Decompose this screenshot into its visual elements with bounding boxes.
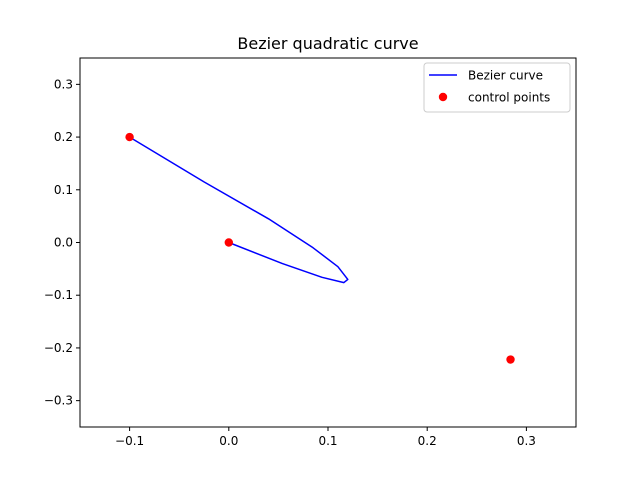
y-tick-label: 0.3 — [54, 77, 73, 91]
x-tick-label: 0.1 — [318, 434, 337, 448]
y-tick-label: 0.2 — [54, 130, 73, 144]
y-tick-label: 0.1 — [54, 183, 73, 197]
bezier-curve-line — [129, 136, 349, 284]
legend-marker-swatch — [438, 92, 448, 102]
legend-label: Bezier curve — [468, 69, 543, 83]
legend-box — [423, 62, 571, 113]
plot-area — [125, 132, 515, 364]
axes-frame — [79, 57, 577, 428]
x-tick-label: 0.3 — [517, 434, 536, 448]
control-point — [506, 355, 515, 364]
chart-title: Bezier quadratic curve — [237, 34, 418, 53]
control-point — [224, 238, 233, 247]
y-tick-label: −0.2 — [44, 341, 73, 355]
x-axis: −0.1 0.0 0.1 0.2 0.3 — [115, 427, 536, 448]
x-tick-label: 0.0 — [219, 434, 238, 448]
x-tick-label: −0.1 — [115, 434, 144, 448]
legend: Bezier curve control points — [423, 62, 571, 113]
y-tick-label: −0.1 — [44, 288, 73, 302]
y-tick-label: −0.3 — [44, 394, 73, 408]
y-tick-label: 0.0 — [54, 236, 73, 250]
x-tick-label: 0.2 — [418, 434, 437, 448]
y-axis: −0.3 −0.2 −0.1 0.0 0.1 0.2 0.3 — [44, 77, 80, 408]
legend-label: control points — [468, 91, 550, 105]
control-point — [125, 132, 134, 142]
